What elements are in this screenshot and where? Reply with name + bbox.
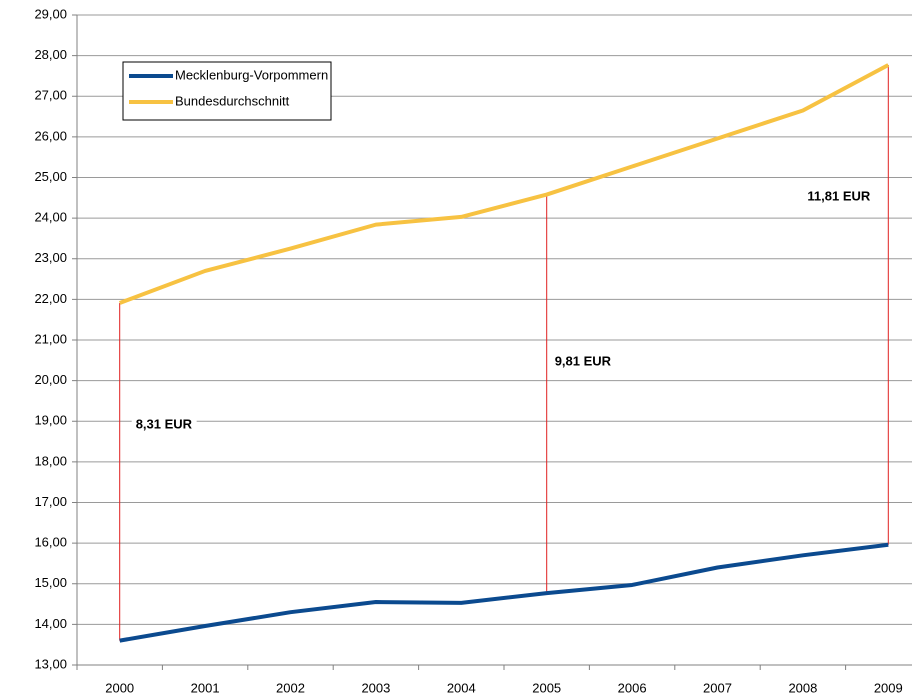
x-tick-label: 2008 [788,680,817,695]
x-tick-label: 2006 [618,680,647,695]
annotation: 9,81 EUR [555,353,612,368]
y-tick-label: 20,00 [34,372,67,387]
y-tick-label: 21,00 [34,331,67,346]
y-tick-label: 18,00 [34,453,67,468]
y-tick-label: 24,00 [34,210,67,225]
annotation: 8,31 EUR [136,416,193,431]
y-tick-label: 22,00 [34,291,67,306]
y-tick-label: 14,00 [34,616,67,631]
x-tick-label: 2001 [191,680,220,695]
y-tick-label: 19,00 [34,413,67,428]
x-tick-label: 2004 [447,680,476,695]
y-tick-label: 28,00 [34,47,67,62]
x-tick-label: 2009 [874,680,903,695]
x-tick-label: 2007 [703,680,732,695]
y-tick-label: 27,00 [34,88,67,103]
y-tick-label: 26,00 [34,128,67,143]
y-tick-label: 25,00 [34,169,67,184]
annotation-bg [550,350,616,372]
x-tick-label: 2003 [361,680,390,695]
legend-box [122,61,332,121]
annotation: 11,81 EUR [807,188,870,203]
y-tick-label: 23,00 [34,250,67,265]
series-line [119,542,889,643]
y-tick-label: 13,00 [34,656,67,671]
legend-label: Mecklenburg-Vorpommern [175,67,328,82]
y-tick-label: 29,00 [34,6,67,21]
annotation-bg [131,413,197,435]
series-line [118,63,890,305]
x-tick-label: 2002 [276,680,305,695]
y-tick-label: 15,00 [34,575,67,590]
x-tick-label: 2000 [105,680,134,695]
y-tick-label: 16,00 [34,535,67,550]
x-tick-label: 2005 [532,680,561,695]
legend-label: Bundesdurchschnitt [175,93,290,108]
y-tick-label: 17,00 [34,494,67,509]
annotation-bg [803,185,875,207]
